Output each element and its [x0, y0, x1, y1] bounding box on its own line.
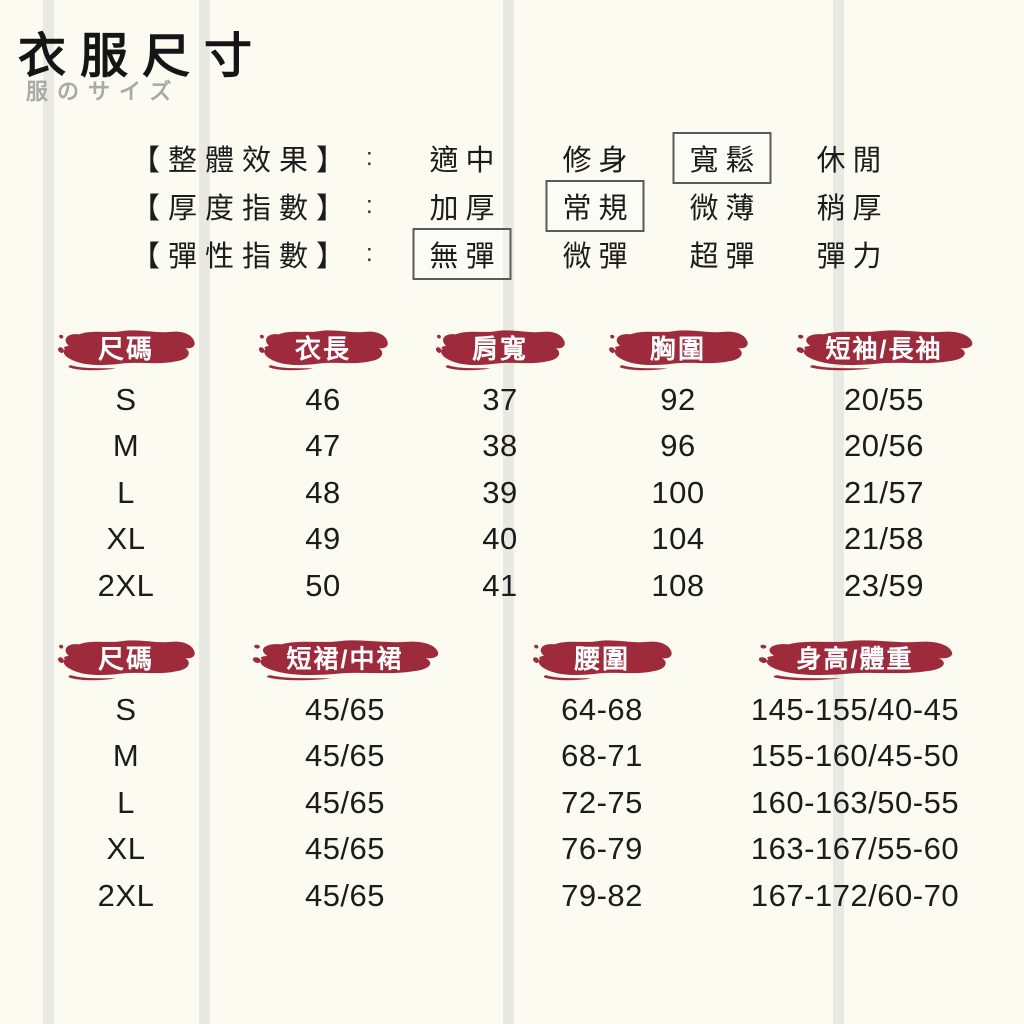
table-cell: 145-155/40-45: [750, 692, 960, 727]
table-cell: 96: [660, 428, 696, 463]
option-wudan-selected: 無彈: [412, 228, 512, 280]
attribute-row-elasticity: 【彈性指數】 : 無彈 微彈 超彈 彈力: [0, 228, 1024, 280]
size-label: M: [112, 738, 140, 773]
table-cell: 155-160/45-50: [750, 738, 960, 773]
attribute-label: 【整體效果】: [131, 145, 354, 177]
attribute-row-overall-fit: 【整體效果】 : 適中 修身 寬鬆 休閒: [0, 132, 1024, 184]
table-cell: 100: [651, 475, 705, 510]
table-cell: 64-68: [561, 692, 643, 727]
background-stripe: [833, 0, 844, 1024]
table-cell: 21/58: [843, 521, 925, 556]
size-label: L: [117, 475, 135, 510]
table-cell: 45/65: [304, 738, 386, 773]
table-cell: 39: [482, 475, 518, 510]
table-cell: 79-82: [561, 878, 643, 913]
column-header-bust: 胸圍: [607, 327, 749, 371]
table-cell: 50: [305, 568, 341, 603]
table-cell: 47: [305, 428, 341, 463]
table-cell: 76-79: [561, 831, 643, 866]
column-header-garment-length: 衣長: [257, 327, 389, 371]
background-stripe: [199, 0, 210, 1024]
page-subtitle: 服のサイズ: [26, 79, 181, 104]
table-cell: 160-163/50-55: [750, 785, 960, 820]
table-cell: 92: [660, 382, 696, 417]
option-changgui-selected: 常規: [545, 180, 645, 232]
table-cell: 45/65: [304, 831, 386, 866]
table-cell: 20/55: [843, 382, 925, 417]
attribute-colon: :: [366, 240, 373, 267]
attribute-row-thickness: 【厚度指數】 : 加厚 常規 微薄 稍厚: [0, 180, 1024, 232]
option-weibao: 微薄: [689, 193, 762, 225]
table-cell: 104: [651, 521, 705, 556]
table-cell: 20/56: [843, 428, 925, 463]
size-label: S: [115, 692, 137, 727]
option-danli: 彈力: [816, 241, 889, 273]
table-cell: 46: [305, 382, 341, 417]
attribute-label: 【彈性指數】: [131, 241, 354, 273]
attribute-colon: :: [366, 144, 373, 171]
size-label: XL: [106, 831, 146, 866]
table-cell: 23/59: [843, 568, 925, 603]
table-cell: 48: [305, 475, 341, 510]
table-cell: 37: [482, 382, 518, 417]
option-chaodan: 超彈: [689, 241, 762, 273]
column-header-size: 尺碼: [56, 327, 196, 371]
column-header-waist: 腰圍: [531, 637, 673, 681]
table-cell: 163-167/55-60: [750, 831, 960, 866]
option-kuansong-selected: 寬鬆: [672, 132, 772, 184]
table-cell: 40: [482, 521, 518, 556]
column-header-skirt-length: 短裙/中裙: [250, 637, 440, 681]
table-cell: 45/65: [304, 785, 386, 820]
table-cell: 45/65: [304, 692, 386, 727]
size-label: 2XL: [97, 878, 155, 913]
attribute-label: 【厚度指數】: [131, 193, 354, 225]
column-header-shoulder-width: 肩寬: [434, 327, 566, 371]
column-header-size: 尺碼: [56, 637, 196, 681]
background-stripe: [43, 0, 54, 1024]
attribute-colon: :: [366, 192, 373, 219]
column-header-sleeve: 短袖/長袖: [794, 327, 974, 371]
table-cell: 167-172/60-70: [750, 878, 960, 913]
table-cell: 38: [482, 428, 518, 463]
option-xiushen: 修身: [562, 145, 635, 177]
page-title: 衣服尺寸: [18, 30, 267, 83]
table-cell: 72-75: [561, 785, 643, 820]
size-label: 2XL: [97, 568, 155, 603]
option-weidan: 微彈: [562, 241, 635, 273]
option-shaohou: 稍厚: [816, 193, 889, 225]
table-cell: 49: [305, 521, 341, 556]
background-stripe: [503, 0, 514, 1024]
table-cell: 41: [482, 568, 518, 603]
option-shizhong: 適中: [429, 145, 502, 177]
table-cell: 68-71: [561, 738, 643, 773]
option-xiuxian: 休閒: [816, 145, 889, 177]
table-cell: 108: [651, 568, 705, 603]
size-label: S: [115, 382, 137, 417]
column-header-height-weight: 身高/體重: [756, 637, 954, 681]
size-label: M: [112, 428, 140, 463]
table-cell: 45/65: [304, 878, 386, 913]
table-cell: 21/57: [843, 475, 925, 510]
size-label: XL: [106, 521, 146, 556]
option-jiahou: 加厚: [429, 193, 502, 225]
size-label: L: [117, 785, 135, 820]
